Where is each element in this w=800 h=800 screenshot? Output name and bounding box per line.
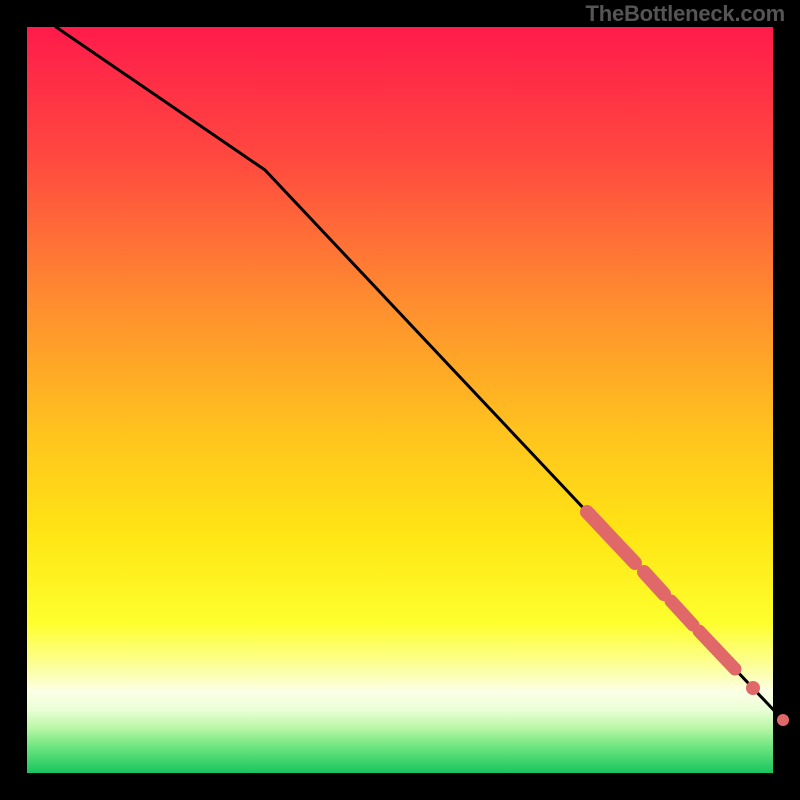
marker-dot	[746, 681, 760, 695]
watermark-text: TheBottleneck.com	[585, 1, 785, 27]
marker-segment	[671, 601, 693, 625]
marker-segment	[644, 572, 664, 594]
stage: TheBottleneck.com	[0, 0, 800, 800]
marker-segment	[699, 631, 735, 669]
trend-line	[56, 27, 783, 720]
chart-overlay	[0, 0, 800, 800]
marker-dot	[777, 714, 789, 726]
marker-segment	[587, 512, 635, 563]
